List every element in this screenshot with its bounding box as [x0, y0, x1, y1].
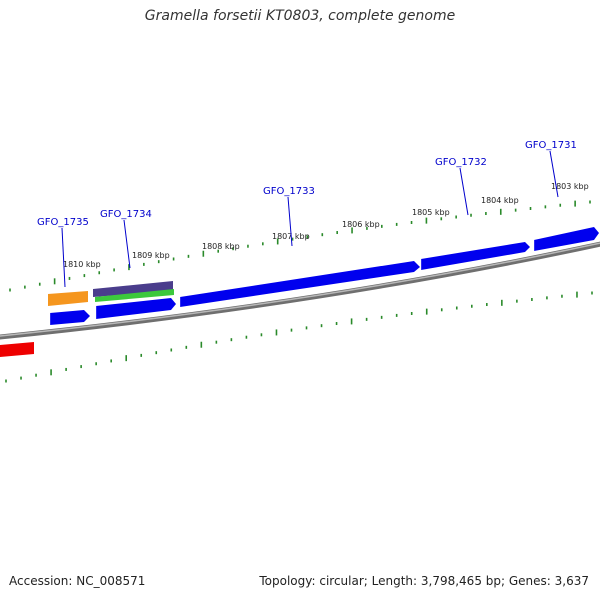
gene-label-layer: GFO_1735 GFO_1734 GFO_1733 GFO_1732 GFO_1731	[37, 140, 577, 288]
map-title: Gramella forsetii KT0803, complete genom…	[144, 8, 456, 24]
gene-label: GFO_1735	[37, 217, 89, 228]
kbp-tick-label: 1805 kbp	[412, 208, 450, 217]
accession-label: Accession: NC_008571	[9, 574, 146, 588]
green-feature	[95, 289, 174, 302]
gene-label: GFO_1731	[525, 140, 577, 151]
cds-arrow-gfo-1731	[534, 227, 599, 251]
kbp-tick-label: 1808 kbp	[202, 242, 240, 251]
purple-feature	[93, 281, 173, 297]
cds-arrow-gfo-1734	[96, 298, 176, 319]
gene-leader-line	[287, 196, 293, 247]
kbp-tick-label: 1806 kbp	[342, 220, 380, 229]
kbp-tick-label: 1809 kbp	[132, 251, 170, 260]
gene-leader-line	[459, 167, 469, 216]
gene-leader-line	[549, 150, 559, 198]
tick-row-bottom	[5, 291, 593, 383]
orange-feature	[48, 291, 88, 306]
feature-track	[0, 227, 599, 357]
gene-label: GFO_1733	[263, 186, 315, 197]
genome-backbone	[0, 241, 600, 340]
genome-summary: Topology: circular; Length: 3,798,465 bp…	[259, 574, 589, 588]
red-feature	[0, 342, 34, 357]
genome-backbone-highlight	[0, 242, 600, 337]
kbp-tick-label: 1803 kbp	[551, 182, 589, 191]
gene-leader-line	[61, 227, 66, 288]
kbp-tick-label: 1810 kbp	[63, 260, 101, 269]
cds-arrow-gfo-1732	[421, 242, 530, 270]
tick-row-top	[9, 200, 591, 292]
gene-label: GFO_1732	[435, 157, 487, 168]
gene-label: GFO_1734	[100, 209, 152, 220]
cds-arrow-gfo-1733	[180, 261, 420, 307]
cds-arrow-gfo-1735	[50, 310, 90, 325]
gene-leader-line	[123, 219, 131, 269]
kbp-tick-label: 1804 kbp	[481, 196, 519, 205]
